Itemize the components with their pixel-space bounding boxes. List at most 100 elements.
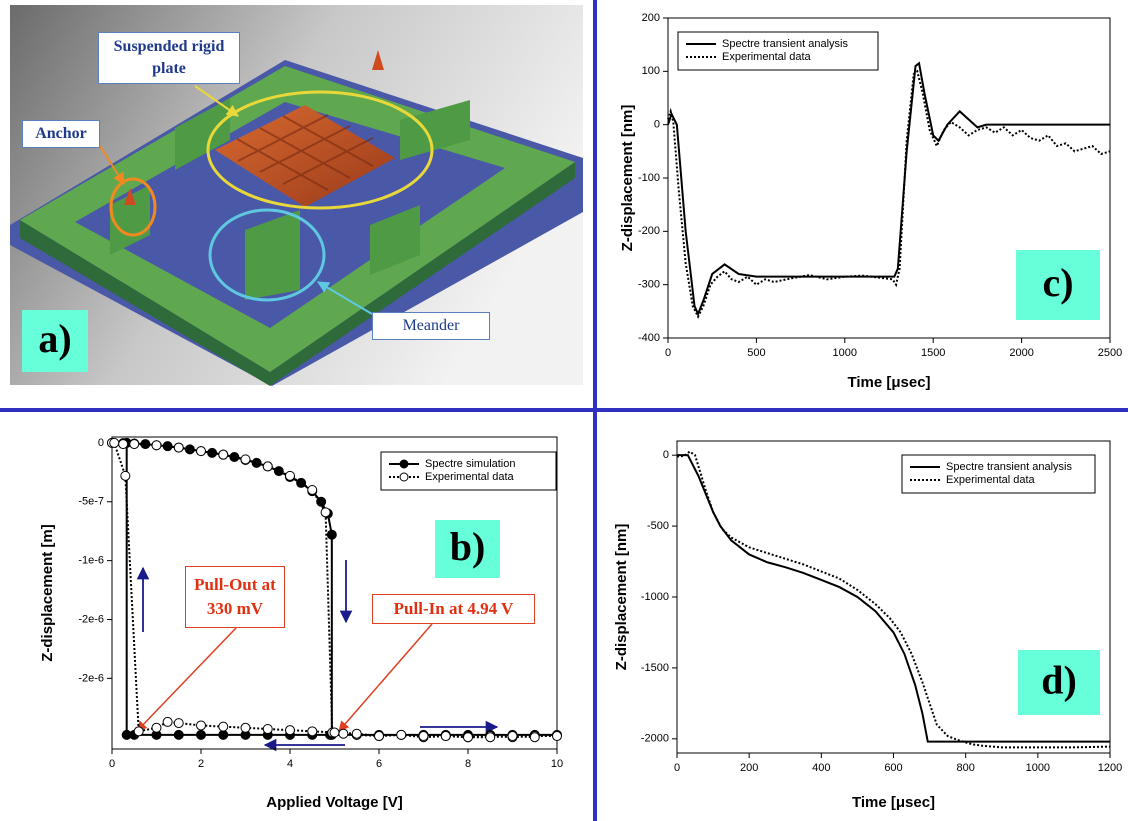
data-point: [219, 450, 228, 459]
x-tick-label: 6: [376, 758, 382, 770]
data-point: [130, 440, 139, 449]
data-point: [219, 730, 228, 739]
legend-label: Spectre transient analysis: [946, 461, 1072, 473]
data-point: [152, 441, 161, 450]
data-point: [197, 447, 206, 456]
x-tick-label: 200: [740, 762, 758, 774]
legend-label: Experimental data: [946, 474, 1036, 486]
y-tick-label: -400: [638, 332, 660, 344]
data-point: [317, 497, 326, 506]
x-tick-label: 800: [956, 762, 974, 774]
data-point: [441, 732, 450, 741]
data-point: [397, 730, 406, 739]
data-point: [197, 721, 206, 730]
y-tick-label: -1500: [641, 662, 669, 674]
data-point: [286, 726, 295, 735]
legend-label: Spectre simulation: [425, 458, 516, 470]
x-axis-label: Time [μsec]: [847, 374, 930, 391]
figure-canvas: a) 05001000150020002500-400-300-200-1000…: [0, 0, 1128, 821]
data-point: [122, 730, 131, 739]
x-tick-label: 10: [551, 758, 563, 770]
data-point: [486, 733, 495, 742]
panel-label: c): [1042, 260, 1073, 305]
data-point: [286, 471, 295, 480]
surface-render: a): [10, 5, 583, 386]
data-point: [241, 723, 250, 732]
data-point: [134, 727, 143, 736]
data-point: [197, 730, 206, 739]
y-tick-label: -5e-7: [78, 496, 104, 508]
data-point: [352, 729, 361, 738]
x-tick-label: 2: [198, 758, 204, 770]
y-axis-label: Z-displacement [nm]: [619, 105, 636, 252]
y-tick-label: -200: [638, 225, 660, 237]
legend-label: Experimental data: [425, 471, 515, 483]
divider: [0, 408, 1128, 412]
x-tick-label: 0: [109, 758, 115, 770]
x-tick-label: 0: [674, 762, 680, 774]
data-point: [174, 719, 183, 728]
data-point: [219, 722, 228, 731]
data-point: [327, 530, 336, 539]
legend-marker: [400, 460, 408, 468]
data-point: [110, 438, 119, 447]
data-point: [330, 728, 339, 737]
y-tick-label: -2e-6: [78, 613, 104, 625]
y-axis-label: Z-displacement [m]: [39, 524, 56, 662]
data-point: [321, 508, 330, 517]
legend-label: Experimental data: [722, 51, 812, 63]
data-point: [163, 717, 172, 726]
x-tick-label: 1200: [1098, 762, 1122, 774]
panel-label: d): [1041, 658, 1077, 703]
data-point: [241, 455, 250, 464]
data-point: [274, 467, 283, 476]
x-tick-label: 1000: [1026, 762, 1050, 774]
y-tick-label: -100: [638, 172, 660, 184]
data-point: [308, 485, 317, 494]
y-tick-label: 0: [654, 119, 660, 131]
x-tick-label: 400: [812, 762, 830, 774]
annotation: Meander: [372, 312, 490, 340]
panel-label: a): [38, 316, 71, 361]
data-point: [339, 729, 348, 738]
panel-label: b): [450, 524, 486, 569]
x-tick-label: 1000: [833, 347, 857, 359]
callout-lines: [137, 624, 432, 731]
annotation: Anchor: [22, 120, 100, 148]
data-point: [297, 478, 306, 487]
data-point: [119, 440, 128, 449]
data-point: [174, 443, 183, 452]
y-tick-label: -1000: [641, 591, 669, 603]
annotation: Suspended rigid plate: [98, 32, 240, 84]
data-point: [419, 732, 428, 741]
x-tick-label: 500: [747, 347, 765, 359]
legend-marker: [400, 473, 408, 481]
x-tick-label: 2500: [1098, 347, 1122, 359]
data-point: [121, 471, 130, 480]
x-tick-label: 0: [665, 347, 671, 359]
x-tick-label: 1500: [921, 347, 945, 359]
legend-label: Spectre transient analysis: [722, 38, 848, 50]
data-point: [464, 733, 473, 742]
data-point: [308, 727, 317, 736]
x-tick-label: 4: [287, 758, 293, 770]
data-point: [152, 723, 161, 732]
annotation: Pull-In at 4.94 V: [372, 594, 535, 624]
x-tick-label: 8: [465, 758, 471, 770]
annotation: Pull-Out at 330 mV: [185, 566, 285, 628]
y-tick-label: -300: [638, 279, 660, 291]
y-tick-label: -2e-6: [78, 672, 104, 684]
figure: a) 05001000150020002500-400-300-200-1000…: [0, 0, 1128, 821]
y-tick-label: -500: [647, 520, 669, 532]
y-tick-label: 200: [642, 12, 660, 24]
y-tick-label: 0: [98, 437, 104, 449]
data-point: [263, 724, 272, 733]
data-point: [174, 730, 183, 739]
y-tick-label: -1e-6: [78, 555, 104, 567]
data-point: [375, 732, 384, 741]
x-tick-label: 2000: [1009, 347, 1033, 359]
x-axis-label: Applied Voltage [V]: [266, 794, 402, 811]
data-point: [530, 733, 539, 742]
y-tick-label: 0: [663, 449, 669, 461]
y-axis-label: Z-displacement [nm]: [613, 524, 630, 671]
